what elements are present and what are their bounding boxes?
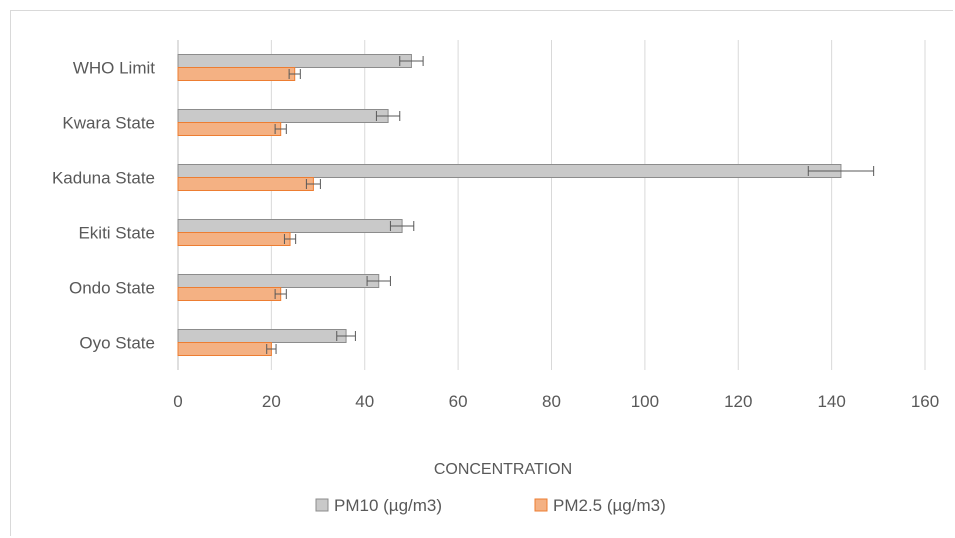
chart-frame (10, 10, 953, 536)
bar-pm10 (177, 54, 412, 68)
bar-pm25 (177, 177, 314, 191)
error-bar (266, 344, 277, 354)
x-tick-label: 0 (173, 392, 182, 411)
bar-pm25 (177, 67, 296, 81)
bars (177, 54, 875, 356)
x-tick-label: 80 (542, 392, 561, 411)
bar-pm25 (177, 342, 272, 356)
y-category-label: Oyo State (79, 334, 155, 353)
x-axis-title: CONCENTRATION (434, 461, 572, 478)
error-bar (366, 276, 391, 286)
legend: PM10 (µg/m3) PM2.5 (µg/m3) (315, 496, 666, 515)
y-category-label: WHO Limit (73, 59, 155, 78)
x-tick-label: 140 (817, 392, 845, 411)
x-tick-label: 40 (355, 392, 374, 411)
x-tick-label: 60 (449, 392, 468, 411)
x-tick-label: 20 (262, 392, 281, 411)
legend-label: PM10 (µg/m3) (334, 496, 442, 515)
bar-pm10 (177, 329, 347, 343)
legend-label: PM2.5 (µg/m3) (553, 496, 666, 515)
error-bar (274, 124, 287, 134)
y-axis-category-labels: Oyo State Ondo State Ekiti State Kaduna Sta… (52, 59, 155, 353)
bar-pm25 (177, 122, 282, 136)
error-bar (288, 69, 301, 79)
x-tick-label: 160 (911, 392, 939, 411)
error-bar (807, 166, 875, 176)
bar-pm25 (177, 287, 282, 301)
y-category-label: Ekiti State (78, 224, 155, 243)
y-category-label: Kwara State (62, 114, 155, 133)
error-bar (375, 111, 401, 121)
bar-pm25 (177, 232, 291, 246)
legend-swatch (315, 498, 329, 512)
error-bar (274, 289, 287, 299)
error-bar (336, 331, 356, 341)
error-bar (283, 234, 297, 244)
y-category-label: Ondo State (69, 279, 155, 298)
bar-pm10 (177, 109, 389, 123)
error-bar (305, 179, 321, 189)
x-axis-tick-labels: 0 20 40 60 80 100 120 140 160 (173, 392, 939, 411)
x-tick-label: 100 (631, 392, 659, 411)
bar-pm10 (177, 219, 403, 233)
bar-pm10 (177, 164, 842, 178)
grid-lines (177, 40, 926, 370)
error-bar (389, 221, 415, 231)
legend-swatch (534, 498, 548, 512)
x-tick-label: 120 (724, 392, 752, 411)
bar-pm10 (177, 274, 380, 288)
y-category-label: Kaduna State (52, 169, 155, 188)
error-bar (399, 56, 424, 66)
